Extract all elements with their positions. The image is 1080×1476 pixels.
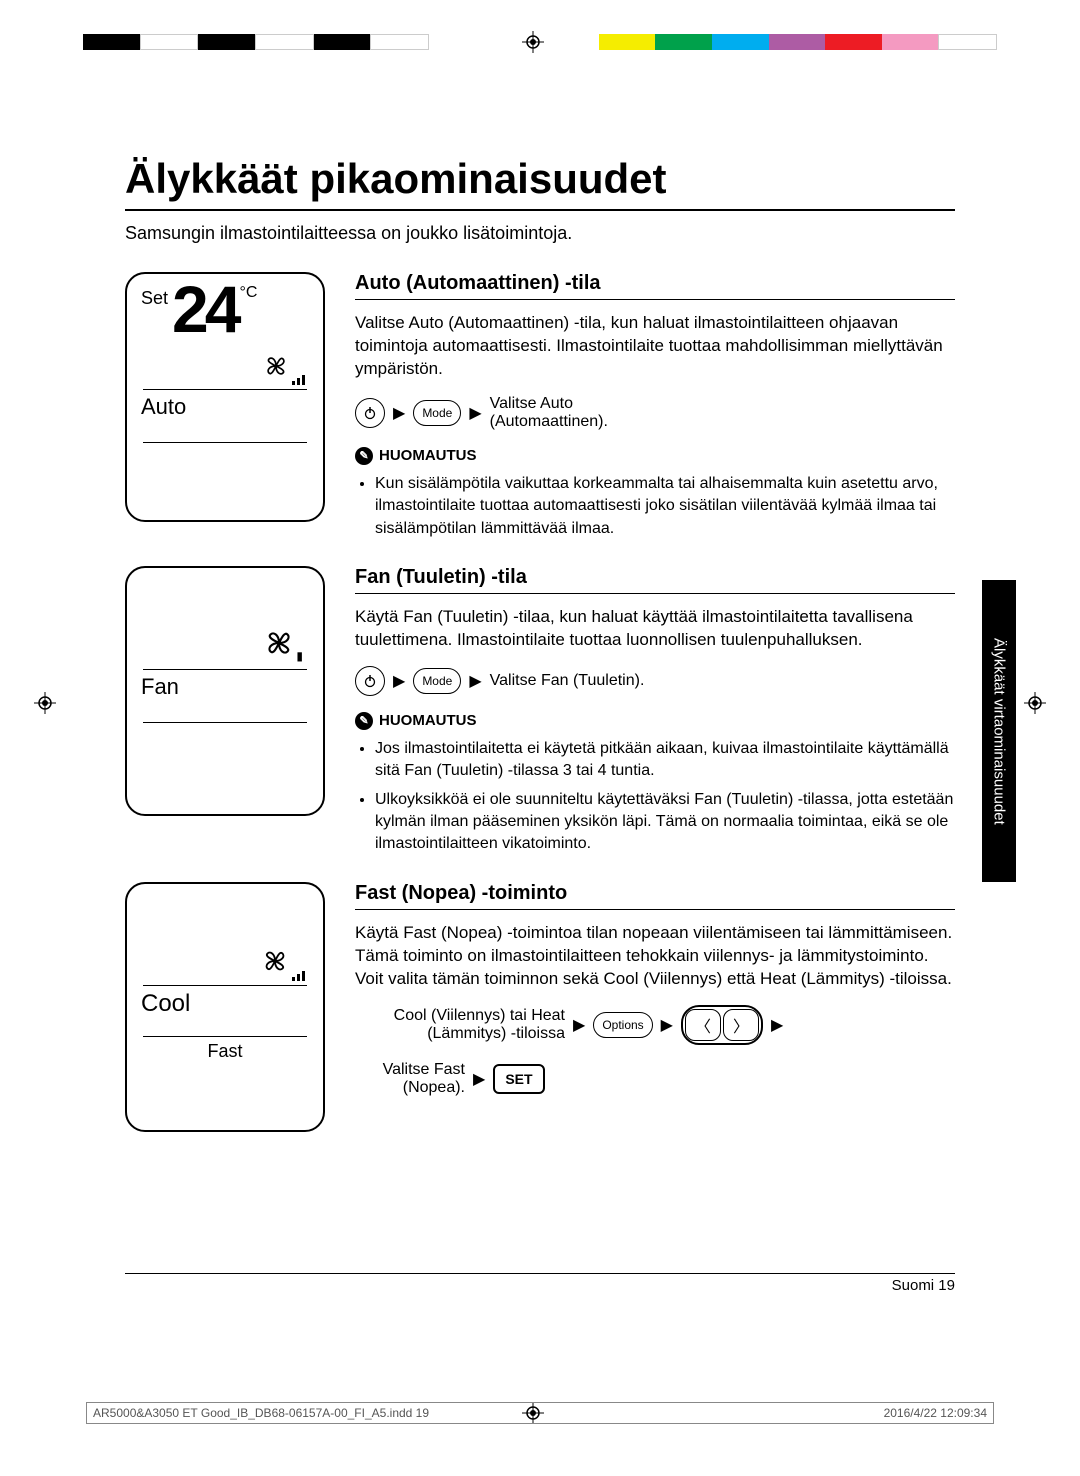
fan-notes: Jos ilmastointilaitetta ei käytetä pitkä… (355, 738, 955, 856)
step-text: Valitse Fan (Tuuletin). (490, 672, 645, 690)
fast-section-body: Käytä Fast (Nopea) -toimintoa tilan nope… (355, 922, 955, 991)
side-tab: Älykkäät virtaominaisuuudet (982, 580, 1016, 882)
fan-icon (262, 352, 290, 385)
intro-text: Samsungin ilmastointilaitteessa on joukk… (125, 223, 955, 244)
step-text: Valitse Auto (Automaattinen). (490, 395, 670, 431)
temperature-value: 24 (172, 286, 237, 332)
page-footer: Suomi 19 (892, 1277, 955, 1294)
fast-section-title: Fast (Nopea) -toiminto (355, 882, 955, 910)
auto-step-row: ▶ Mode ▶ Valitse Auto (Automaattinen). (355, 395, 955, 431)
note-icon: ✎ (355, 447, 373, 465)
arrow-icon: ▶ (393, 403, 405, 423)
remote-display-fan: ▮ Fan (125, 566, 325, 816)
note-item: Jos ilmastointilaitetta ei käytetä pitkä… (375, 738, 955, 783)
nav-arrows-icon: 〈 〉 (681, 1005, 763, 1045)
mode-button-icon: Mode (413, 400, 461, 426)
power-button-icon (355, 398, 385, 428)
arrow-icon: ▶ (393, 671, 405, 691)
note-item: Kun sisälämpötila vaikuttaa korkeammalta… (375, 473, 955, 540)
signal-bars-icon (292, 373, 305, 385)
fan-icon (262, 626, 296, 665)
note-label: HUOMAUTUS (379, 447, 477, 464)
arrow-icon: ▶ (661, 1015, 673, 1035)
options-button-icon: Options (593, 1012, 652, 1038)
fan-step-row: ▶ Mode ▶ Valitse Fan (Tuuletin). (355, 666, 955, 696)
fan-small-bar-icon: ▮ (296, 649, 303, 663)
auto-section-body: Valitse Auto (Automaattinen) -tila, kun … (355, 312, 955, 381)
arrow-icon: ▶ (771, 1015, 783, 1035)
auto-section-title: Auto (Automaattinen) -tila (355, 272, 955, 300)
step-text: Cool (Viilennys) tai Heat (Lämmitys) -ti… (355, 1007, 565, 1043)
page-content: Älykkäät pikaominaisuudet Samsungin ilma… (125, 155, 955, 1152)
indesign-footer: AR5000&A3050 ET Good_IB_DB68-06157A-00_F… (86, 1402, 994, 1424)
indd-timestamp: 2016/4/22 12:09:34 (884, 1406, 987, 1420)
registration-mark-icon (522, 31, 544, 53)
sub-mode-label: Fast (141, 1041, 309, 1062)
auto-notes: Kun sisälämpötila vaikuttaa korkeammalta… (355, 473, 955, 540)
arrow-icon: ▶ (469, 403, 481, 423)
fan-section-title: Fan (Tuuletin) -tila (355, 566, 955, 594)
footer-divider (125, 1273, 955, 1274)
mode-label: Fan (141, 674, 309, 700)
arrow-icon: ▶ (573, 1015, 585, 1035)
fan-section-body: Käytä Fan (Tuuletin) -tilaa, kun haluat … (355, 606, 955, 652)
indd-filename: AR5000&A3050 ET Good_IB_DB68-06157A-00_F… (93, 1406, 429, 1420)
remote-display-auto: Set 24 °C Auto (125, 272, 325, 522)
temperature-unit: °C (239, 284, 257, 302)
note-icon: ✎ (355, 712, 373, 730)
arrow-icon: ▶ (469, 671, 481, 691)
arrow-icon: ▶ (473, 1069, 485, 1089)
set-button-icon: SET (493, 1064, 544, 1094)
fast-step-row-1: Cool (Viilennys) tai Heat (Lämmitys) -ti… (355, 1005, 955, 1045)
page-title: Älykkäät pikaominaisuudet (125, 155, 955, 211)
note-label: HUOMAUTUS (379, 712, 477, 729)
power-button-icon (355, 666, 385, 696)
fan-icon (260, 946, 290, 981)
registration-mark-icon (1024, 692, 1046, 714)
fast-step-row-2: Valitse Fast (Nopea). ▶ SET (355, 1061, 955, 1097)
step-text: Valitse Fast (Nopea). (355, 1061, 465, 1097)
registration-mark-icon (34, 692, 56, 714)
remote-display-cool: Cool Fast (125, 882, 325, 1132)
note-item: Ulkoyksikköä ei ole suunniteltu käytettä… (375, 789, 955, 856)
set-label: Set (141, 288, 168, 309)
mode-label: Auto (141, 394, 309, 420)
mode-button-icon: Mode (413, 668, 461, 694)
signal-bars-icon (292, 969, 305, 981)
mode-label: Cool (141, 990, 309, 1018)
